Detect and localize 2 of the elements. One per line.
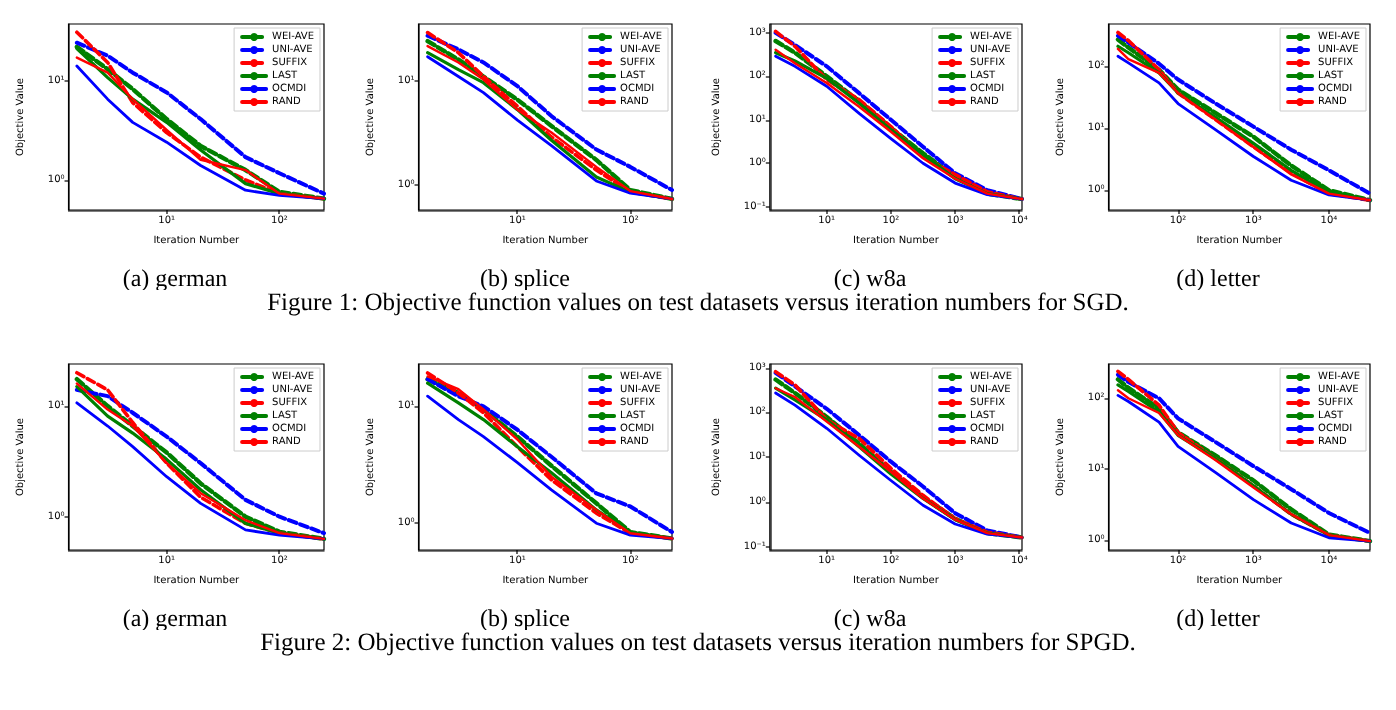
caption: Figure 2: Objective function values on test datasets versus iteration numbers for SPGD. xyxy=(260,628,1136,656)
caption: Figure 1: Objective function values on test datasets versus iteration numbers for SGD. xyxy=(267,288,1129,316)
